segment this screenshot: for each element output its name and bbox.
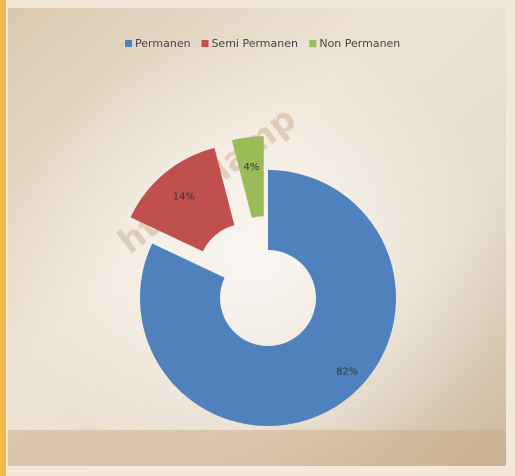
legend-swatch bbox=[309, 40, 317, 47]
legend-label: Non Permanen bbox=[319, 37, 400, 50]
left-border bbox=[0, 0, 6, 476]
data-label: 4% bbox=[244, 162, 260, 173]
legend: Permanen Semi Permanen Non Permanen bbox=[125, 37, 400, 50]
plot: 82% 14% 4% bbox=[130, 136, 396, 426]
background-ground bbox=[8, 430, 506, 466]
legend-label: Permanen bbox=[135, 37, 191, 50]
data-label: 82% bbox=[336, 366, 358, 377]
legend-swatch bbox=[201, 40, 209, 47]
donut-segment bbox=[130, 147, 235, 252]
legend-swatch bbox=[125, 40, 133, 47]
donut-segment bbox=[140, 170, 396, 426]
data-label: 14% bbox=[173, 191, 195, 202]
donut-segment bbox=[231, 136, 264, 218]
legend-label: Semi Permanen bbox=[211, 37, 298, 50]
